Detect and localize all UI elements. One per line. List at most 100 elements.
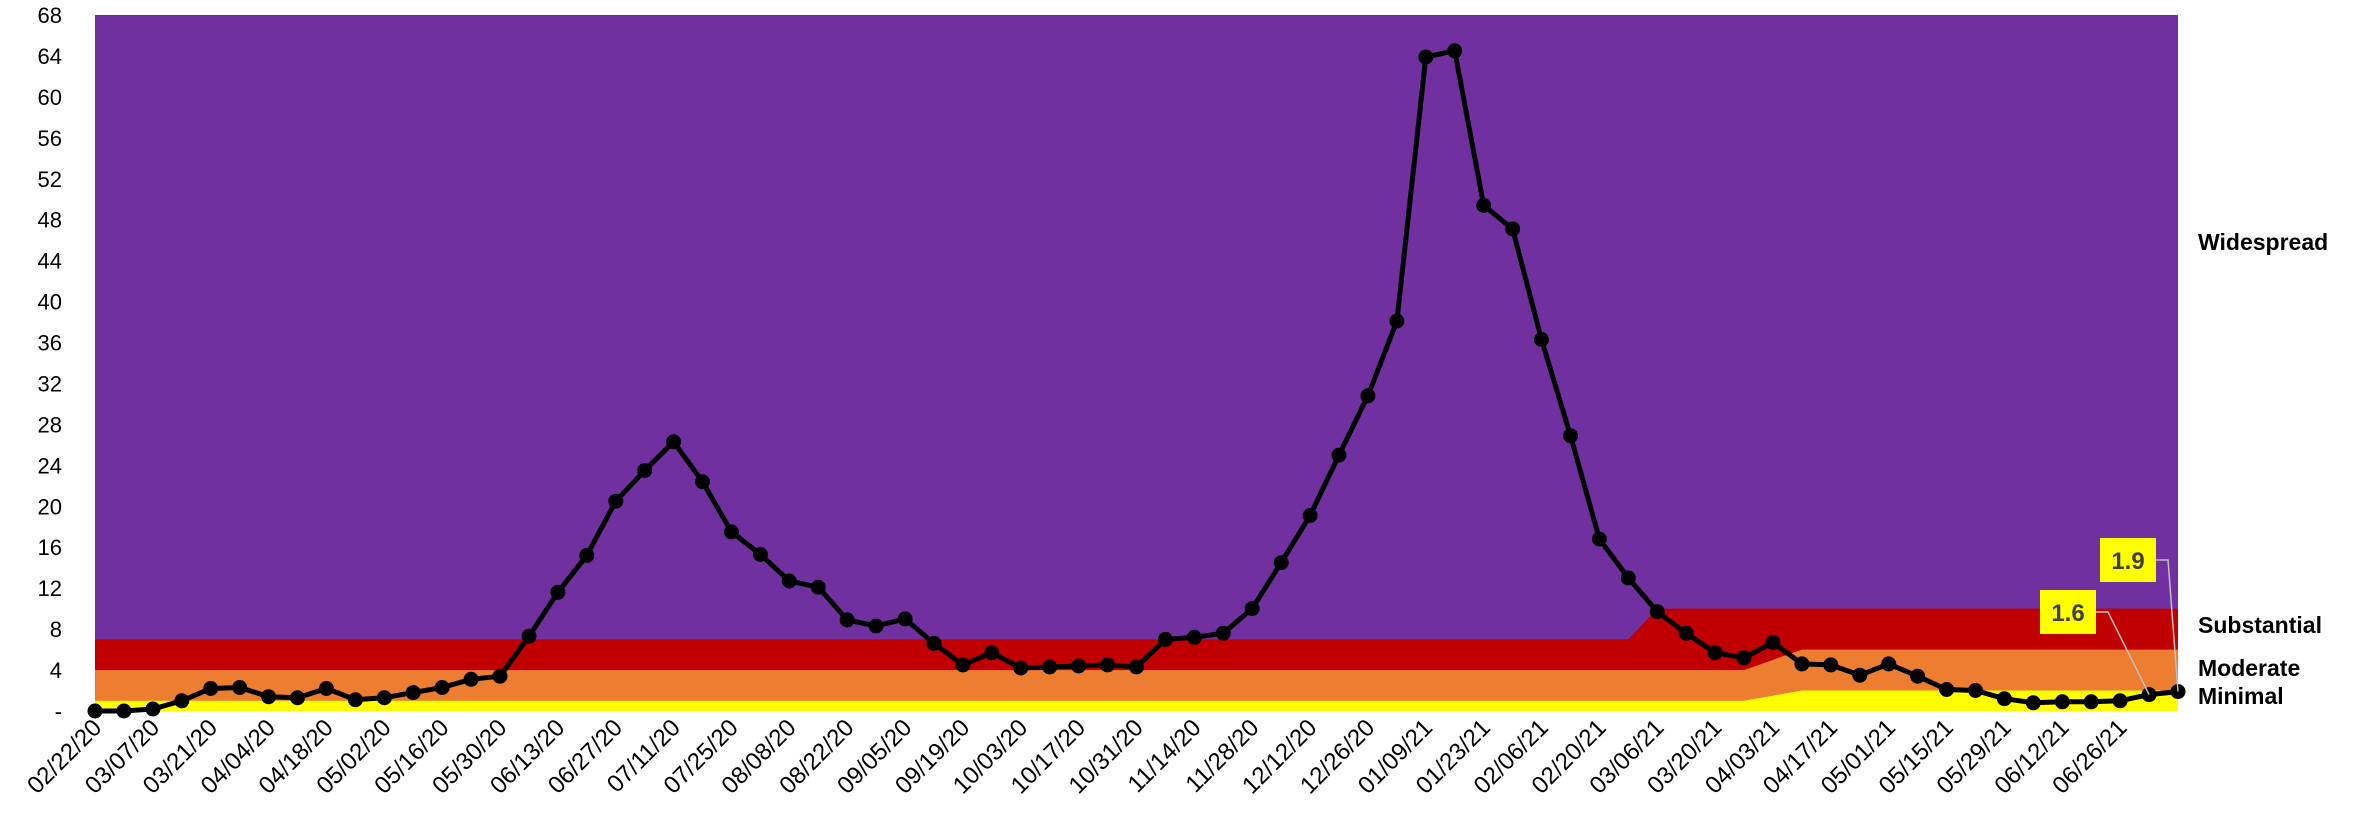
data-point: [232, 680, 248, 695]
data-point: [1881, 656, 1897, 672]
data-point: [1100, 657, 1116, 673]
y-tick-label: -: [55, 699, 62, 724]
y-tick-label: 68: [38, 3, 62, 28]
data-point: [1678, 625, 1694, 641]
data-point: [1273, 555, 1289, 571]
data-series: [87, 43, 2186, 719]
data-point: [1042, 659, 1058, 675]
data-point: [1360, 388, 1376, 404]
data-point: [1910, 668, 1926, 684]
callout-box: [2040, 590, 2096, 634]
y-tick-label: 20: [38, 494, 62, 519]
data-point: [926, 635, 942, 651]
data-point: [174, 693, 190, 709]
data-point: [1591, 531, 1607, 547]
y-tick-label: 36: [38, 331, 62, 356]
data-point: [405, 685, 421, 701]
data-point: [1418, 49, 1434, 65]
data-point: [695, 474, 710, 490]
data-point: [492, 668, 508, 684]
data-point: [347, 692, 363, 708]
data-point: [1505, 221, 1521, 237]
data-point: [1765, 634, 1781, 650]
data-point: [318, 681, 334, 696]
data-point: [1707, 645, 1723, 661]
data-point: [1939, 682, 1955, 697]
y-tick-label: 24: [38, 453, 62, 478]
callout-box: [2100, 538, 2156, 582]
data-point: [1013, 660, 1029, 676]
callout-label: 1.9: [2111, 548, 2144, 575]
callout-leader: [2156, 559, 2179, 692]
band-moderate: [95, 649, 2178, 711]
y-tick-label: 16: [38, 535, 62, 560]
data-point: [1620, 570, 1636, 586]
data-point: [839, 612, 855, 628]
y-tick-label: 48: [38, 208, 62, 233]
y-tick-label: 40: [38, 290, 62, 315]
data-point: [781, 573, 797, 589]
callout-label: 1.6: [2051, 600, 2084, 627]
data-point: [724, 524, 739, 540]
y-tick-label: 60: [38, 85, 62, 110]
y-tick-label: 52: [38, 167, 62, 192]
data-point: [1389, 313, 1405, 329]
data-point: [1071, 658, 1087, 674]
data-point: [87, 703, 103, 719]
data-point: [579, 547, 595, 563]
data-point: [637, 463, 653, 478]
data-point: [434, 680, 450, 695]
data-point: [261, 689, 277, 705]
data-point: [752, 546, 768, 562]
data-point: [1968, 683, 1983, 698]
data-point: [521, 628, 537, 644]
y-tick-label: 28: [38, 412, 62, 437]
data-point: [955, 657, 971, 673]
data-point: [1186, 629, 1202, 645]
data-point: [868, 618, 884, 634]
data-point: [1996, 691, 2012, 707]
y-tick-label: 4: [50, 658, 62, 683]
data-point: [1215, 625, 1231, 641]
data-point: [1302, 508, 1318, 523]
data-point: [2025, 695, 2041, 711]
threshold-bands: [95, 15, 2178, 711]
data-point: [2054, 694, 2070, 710]
data-point: [1331, 447, 1347, 463]
data-point: [376, 690, 392, 706]
band-widespread: [95, 15, 2178, 711]
data-point: [550, 584, 566, 600]
data-point: [1736, 650, 1752, 666]
data-point: [810, 579, 826, 595]
band-label-substantial: Substantial: [2198, 612, 2322, 638]
data-point: [1129, 659, 1144, 675]
y-tick-label: 8: [50, 617, 62, 642]
band-label-minimal: Minimal: [2198, 683, 2284, 709]
data-point: [463, 671, 479, 687]
data-point: [116, 703, 132, 719]
data-point: [1476, 197, 1492, 213]
data-point: [2083, 694, 2099, 710]
data-point: [1852, 667, 1868, 683]
callout-leader: [2096, 611, 2150, 695]
data-point: [984, 645, 1000, 661]
band-label-moderate: Moderate: [2198, 655, 2300, 681]
data-point: [1244, 601, 1260, 617]
data-point: [2112, 693, 2128, 709]
data-point: [666, 434, 682, 450]
band-label-widespread: Widespread: [2198, 229, 2328, 255]
y-tick-label: 64: [38, 44, 62, 69]
band-minimal: [95, 690, 2178, 711]
data-point: [1649, 604, 1665, 620]
data-point: [897, 611, 913, 627]
data-point: [203, 681, 219, 696]
data-point: [608, 493, 624, 509]
callouts: 1.6 1.9: [2040, 538, 2179, 695]
data-point: [145, 701, 161, 717]
data-point: [1447, 43, 1463, 59]
y-tick-label: 56: [38, 126, 62, 151]
data-point: [1823, 657, 1839, 673]
y-tick-label: 44: [38, 249, 62, 274]
